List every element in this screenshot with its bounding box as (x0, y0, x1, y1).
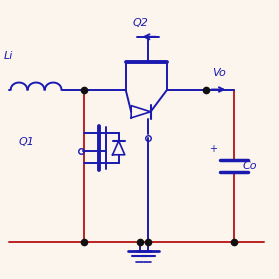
Text: Q2: Q2 (133, 18, 148, 28)
Text: Q1: Q1 (19, 137, 35, 147)
Text: Vo: Vo (212, 68, 225, 78)
Text: Co: Co (242, 161, 257, 171)
Text: +: + (209, 144, 217, 154)
Text: Li: Li (3, 51, 13, 61)
